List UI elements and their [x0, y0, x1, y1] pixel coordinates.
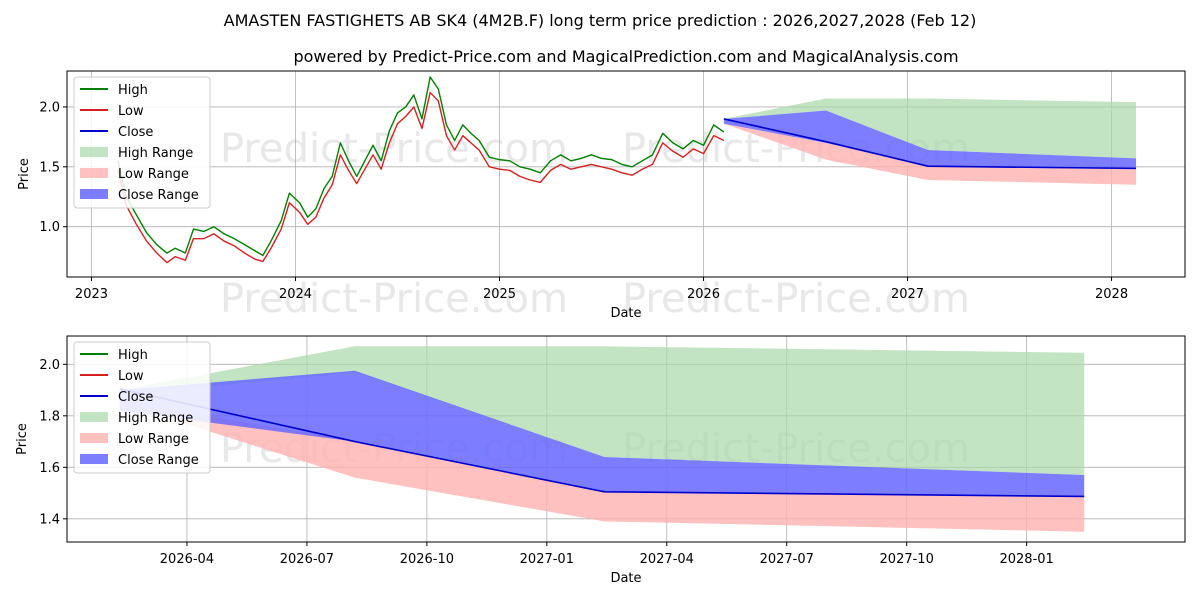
- y-tick-label: 1.4: [39, 512, 60, 527]
- x-tick-label: 2027-01: [520, 552, 574, 567]
- y-tick-label: 2.0: [39, 358, 60, 373]
- legend-label: High Range: [118, 411, 193, 426]
- x-tick-label: 2028: [1095, 287, 1128, 302]
- legend: High Low Close High Range Low Range Close Ran…: [73, 76, 211, 209]
- x-tick-label: 2027: [891, 287, 924, 302]
- x-tick-label: 2026-04: [160, 552, 214, 567]
- x-tick-label: 2027-04: [640, 552, 694, 567]
- legend-label: Close: [118, 390, 153, 405]
- y-axis-label: Price: [17, 158, 32, 190]
- y-tick-label: 1.0: [39, 220, 60, 235]
- legend-label: High: [118, 348, 148, 363]
- plot-area: [117, 76, 1137, 264]
- x-tick-label: 2027-07: [760, 552, 814, 567]
- legend-label: High: [118, 83, 148, 98]
- legend-label: Low Range: [118, 167, 189, 182]
- close-series-line: [119, 388, 1085, 498]
- y-axis-label: Price: [15, 423, 30, 455]
- watermark-text: Predict-Price.com: [220, 276, 568, 322]
- zoomed-forecast-panel: Predict-Price.comPredict-Price.com2026-0…: [15, 335, 1186, 586]
- x-axis-label: Date: [610, 306, 641, 321]
- legend-label: High Range: [118, 146, 193, 161]
- legend-swatch-patch: [80, 189, 108, 199]
- close-range-band: [119, 370, 1085, 497]
- close-series-line: [723, 118, 1137, 170]
- legend-label: Close Range: [118, 188, 199, 203]
- chart-title: AMASTEN FASTIGHETS AB SK4 (4M2B.F) long …: [224, 11, 977, 30]
- legend-swatch-patch: [80, 412, 108, 422]
- y-tick-label: 2.0: [39, 100, 60, 115]
- high-range-band: [723, 98, 1137, 159]
- x-tick-label: 2024: [279, 287, 312, 302]
- high-range-band: [119, 346, 1085, 476]
- watermark-text: Predict-Price.com: [622, 276, 970, 322]
- legend-swatch-patch: [80, 168, 108, 178]
- legend-label: Close: [118, 125, 153, 140]
- low-range-band: [723, 123, 1137, 185]
- low-series-line: [117, 91, 725, 264]
- x-tick-label: 2028-01: [999, 552, 1053, 567]
- legend-label: Low Range: [118, 432, 189, 447]
- close-range-band: [723, 110, 1137, 170]
- legend-swatch-patch: [80, 433, 108, 443]
- plot-area: [119, 346, 1085, 532]
- high-series-line: [117, 76, 725, 257]
- legend-swatch-patch: [80, 147, 108, 157]
- x-tick-label: 2023: [75, 287, 108, 302]
- low-range-band: [119, 400, 1085, 532]
- x-tick-label: 2027-10: [880, 552, 934, 567]
- axes-frame: [66, 335, 1186, 543]
- y-tick-label: 1.6: [39, 461, 60, 476]
- x-tick-label: 2026-10: [400, 552, 454, 567]
- legend-label: Low: [118, 104, 144, 119]
- x-axis-label: Date: [610, 571, 641, 586]
- x-tick-label: 2026-07: [280, 552, 334, 567]
- y-tick-label: 1.5: [39, 160, 60, 175]
- x-tick-label: 2026: [687, 287, 720, 302]
- axes-frame: [66, 70, 1186, 278]
- legend-swatch-patch: [80, 454, 108, 464]
- legend-label: Close Range: [118, 453, 199, 468]
- y-tick-label: 1.8: [39, 409, 60, 424]
- x-tick-label: 2025: [483, 287, 516, 302]
- legend-label: Low: [118, 369, 144, 384]
- legend: High Low Close High Range Low Range Close Ran…: [73, 341, 211, 474]
- chart-subtitle: powered by Predict-Price.com and Magical…: [293, 47, 958, 66]
